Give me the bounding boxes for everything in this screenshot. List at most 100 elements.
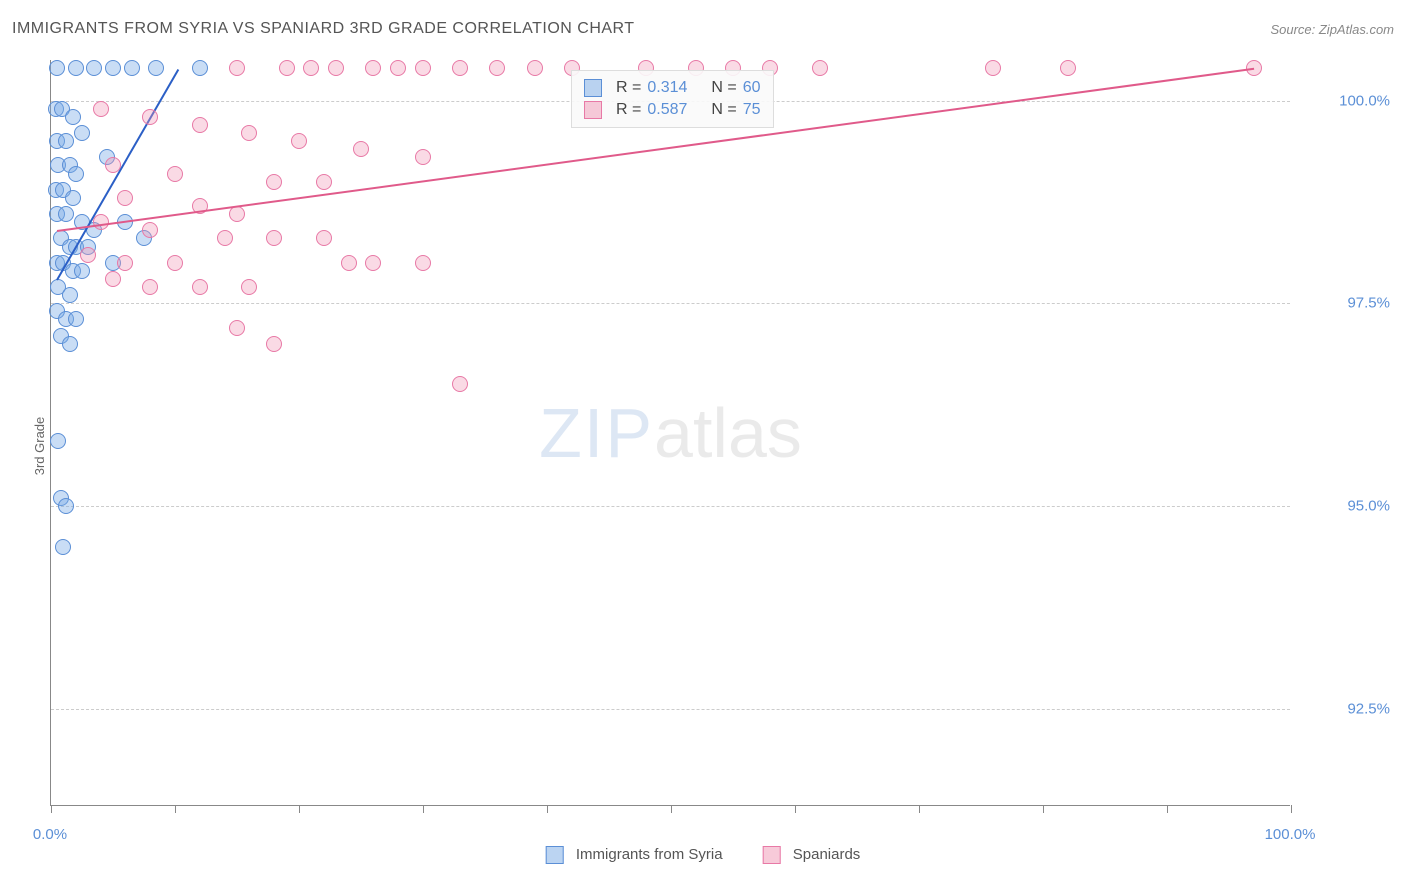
data-point — [93, 214, 109, 230]
legend-swatch-blue — [546, 846, 564, 864]
data-point — [291, 133, 307, 149]
stat-n-value: 60 — [743, 79, 761, 97]
data-point — [74, 263, 90, 279]
data-point — [148, 60, 164, 76]
legend-swatch-pink — [763, 846, 781, 864]
chart-source: Source: ZipAtlas.com — [1270, 22, 1394, 37]
stats-legend-row: R = 0.587 N = 75 — [584, 99, 761, 121]
legend-label-spaniards: Spaniards — [793, 846, 861, 863]
stats-legend-row: R = 0.314N = 60 — [584, 77, 761, 99]
data-point — [167, 166, 183, 182]
watermark-atlas: atlas — [654, 394, 802, 472]
xtick-label: 0.0% — [33, 826, 67, 843]
data-point — [415, 60, 431, 76]
stat-r-label: R = — [616, 79, 641, 97]
watermark: ZIPatlas — [539, 393, 802, 473]
xtick — [299, 805, 300, 813]
data-point — [353, 141, 369, 157]
stat-n-label: N = — [711, 79, 736, 97]
data-point — [62, 287, 78, 303]
data-point — [68, 311, 84, 327]
data-point — [58, 133, 74, 149]
stat-n-value: 75 — [743, 101, 761, 119]
legend-label-syria: Immigrants from Syria — [576, 846, 723, 863]
data-point — [142, 222, 158, 238]
data-point — [65, 190, 81, 206]
data-point — [266, 230, 282, 246]
data-point — [229, 206, 245, 222]
data-point — [65, 109, 81, 125]
xtick — [919, 805, 920, 813]
data-point — [50, 433, 66, 449]
data-point — [86, 60, 102, 76]
data-point — [365, 255, 381, 271]
data-point — [80, 247, 96, 263]
data-point — [142, 279, 158, 295]
data-point — [279, 60, 295, 76]
stat-r-value: 0.587 — [647, 101, 687, 119]
data-point — [489, 60, 505, 76]
data-point — [105, 157, 121, 173]
data-point — [124, 60, 140, 76]
data-point — [192, 117, 208, 133]
data-point — [365, 60, 381, 76]
data-point — [985, 60, 1001, 76]
data-point — [142, 109, 158, 125]
data-point — [93, 101, 109, 117]
xtick — [423, 805, 424, 813]
gridline — [51, 506, 1290, 507]
data-point — [55, 539, 71, 555]
data-point — [229, 60, 245, 76]
stat-r-label: R = — [616, 101, 641, 119]
data-point — [812, 60, 828, 76]
data-point — [192, 60, 208, 76]
plot-area: ZIPatlas 100.0%97.5%95.0%92.5%R = 0.314N… — [50, 60, 1290, 806]
data-point — [105, 271, 121, 287]
data-point — [328, 60, 344, 76]
data-point — [303, 60, 319, 76]
gridline — [51, 303, 1290, 304]
xtick — [175, 805, 176, 813]
legend-item-syria: Immigrants from Syria — [546, 846, 723, 864]
data-point — [241, 125, 257, 141]
chart-title: IMMIGRANTS FROM SYRIA VS SPANIARD 3RD GR… — [12, 20, 635, 38]
data-point — [229, 320, 245, 336]
xtick — [547, 805, 548, 813]
chart-header: IMMIGRANTS FROM SYRIA VS SPANIARD 3RD GR… — [12, 20, 1394, 38]
xtick — [1167, 805, 1168, 813]
data-point — [117, 255, 133, 271]
data-point — [452, 376, 468, 392]
data-point — [415, 255, 431, 271]
xtick — [51, 805, 52, 813]
xtick — [671, 805, 672, 813]
data-point — [49, 60, 65, 76]
ytick-label: 100.0% — [1300, 92, 1390, 109]
data-point — [105, 60, 121, 76]
data-point — [117, 190, 133, 206]
ytick-label: 92.5% — [1300, 700, 1390, 717]
xtick — [1043, 805, 1044, 813]
data-point — [341, 255, 357, 271]
data-point — [68, 60, 84, 76]
data-point — [527, 60, 543, 76]
data-point — [62, 336, 78, 352]
data-point — [390, 60, 406, 76]
data-point — [58, 498, 74, 514]
legend-item-spaniards: Spaniards — [763, 846, 861, 864]
data-point — [68, 166, 84, 182]
data-point — [452, 60, 468, 76]
stat-n-label: N = — [711, 101, 736, 119]
xtick-label: 100.0% — [1265, 826, 1316, 843]
yaxis-label: 3rd Grade — [32, 417, 47, 476]
data-point — [58, 206, 74, 222]
legend-swatch — [584, 101, 602, 119]
ytick-label: 95.0% — [1300, 497, 1390, 514]
xtick — [795, 805, 796, 813]
data-point — [167, 255, 183, 271]
stats-legend: R = 0.314N = 60R = 0.587N = 75 — [571, 70, 774, 128]
watermark-zip: ZIP — [539, 394, 654, 472]
gridline — [51, 709, 1290, 710]
data-point — [316, 174, 332, 190]
ytick-label: 97.5% — [1300, 295, 1390, 312]
data-point — [241, 279, 257, 295]
